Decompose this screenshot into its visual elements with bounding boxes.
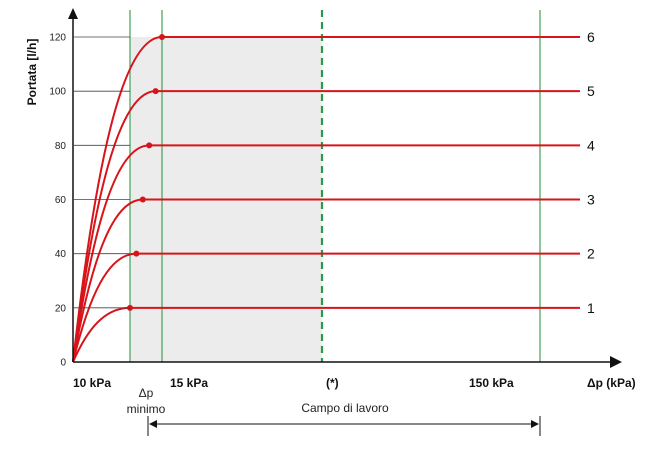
y-tick-label: 0 bbox=[60, 358, 66, 369]
axes bbox=[68, 8, 622, 368]
y-axis-arrow bbox=[68, 8, 78, 19]
working-range-indicator bbox=[147, 416, 541, 436]
working-range-label: Campo di lavoro bbox=[301, 401, 389, 415]
y-tick-label: 80 bbox=[55, 141, 67, 152]
x-axis-label: Δp (kPa) bbox=[587, 376, 636, 390]
range-arrow-left bbox=[149, 420, 157, 428]
curve-knee-point-5 bbox=[152, 88, 159, 95]
y-tick-label: 100 bbox=[49, 87, 66, 98]
y-axis-label: Portata [l/h] bbox=[25, 39, 39, 106]
flow-curve-2 bbox=[72, 252, 580, 363]
x-axis-arrow bbox=[610, 356, 622, 368]
curve-knee-point-4 bbox=[146, 142, 153, 149]
dp-minimo-line2: minimo bbox=[127, 402, 166, 416]
flow-curve-5 bbox=[72, 90, 580, 363]
x-marker-10kpa: 10 kPa bbox=[73, 376, 111, 390]
y-ticks: 0 20 40 60 80 100 120 bbox=[49, 33, 130, 369]
curve-label-6: 6 bbox=[587, 29, 595, 45]
curve-knee-point-6 bbox=[159, 34, 165, 40]
y-tick-label: 40 bbox=[55, 249, 67, 260]
flow-curve-6 bbox=[72, 36, 580, 363]
y-tick-label: 120 bbox=[49, 33, 66, 44]
curve-label-5: 5 bbox=[587, 83, 595, 99]
x-marker-15kpa: 15 kPa bbox=[170, 376, 208, 390]
curve-knee-point-2 bbox=[133, 250, 140, 257]
x-marker-asterisk: (*) bbox=[326, 376, 339, 390]
flow-curves: 1 2 3 4 5 6 bbox=[72, 29, 595, 363]
curve-knee-point-3 bbox=[139, 196, 146, 203]
range-arrow-right bbox=[531, 420, 539, 428]
curve-label-4: 4 bbox=[587, 137, 595, 153]
curve-label-3: 3 bbox=[587, 192, 595, 208]
y-tick-label: 20 bbox=[55, 303, 67, 314]
curve-label-1: 1 bbox=[587, 300, 595, 316]
x-marker-150kpa: 150 kPa bbox=[469, 376, 514, 390]
y-tick-label: 60 bbox=[55, 195, 67, 206]
curve-label-2: 2 bbox=[587, 246, 595, 262]
flow-curve-4 bbox=[72, 144, 580, 363]
flow-curve-3 bbox=[72, 198, 580, 363]
dp-minimo-line1: Δp bbox=[139, 386, 154, 400]
